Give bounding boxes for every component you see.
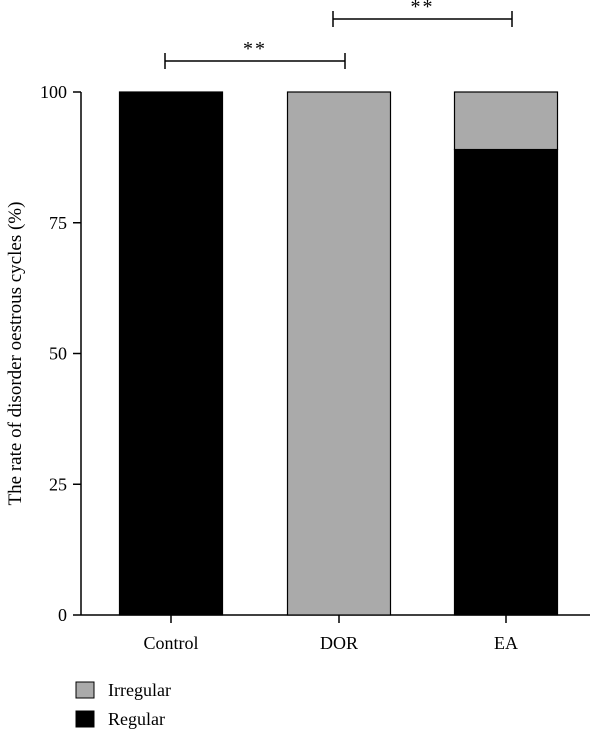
significance-label: ** [243, 38, 267, 60]
legend-swatch-regular [75, 710, 95, 728]
legend-label: Regular [108, 709, 165, 729]
bars [118, 91, 559, 616]
legend-label: Irregular [108, 680, 171, 700]
significance-label: ** [411, 0, 435, 18]
y-tick-label: 25 [49, 474, 67, 494]
legend: Irregular Regular [75, 680, 171, 729]
y-tick-label: 50 [49, 344, 67, 364]
y-tick-label: 100 [40, 82, 67, 102]
x-axis: Control DOR EA [81, 614, 590, 653]
legend-swatch-irregular [75, 681, 95, 699]
bar-segment-regular [118, 91, 224, 616]
y-tick-label: 0 [58, 605, 67, 625]
x-tick-label: EA [494, 633, 518, 653]
x-tick-label: Control [143, 633, 198, 653]
y-tick-label: 75 [49, 213, 67, 233]
x-tick-label: DOR [320, 633, 358, 653]
bar-segment-irregular [453, 91, 559, 151]
y-axis: 0 25 50 75 100 [40, 82, 82, 625]
bar-segment-irregular [286, 91, 392, 616]
significance-annotations: ** ** [164, 0, 513, 69]
bar-segment-regular [453, 148, 559, 616]
y-axis-title: The rate of disorder oestrous cycles (%) [5, 202, 26, 506]
